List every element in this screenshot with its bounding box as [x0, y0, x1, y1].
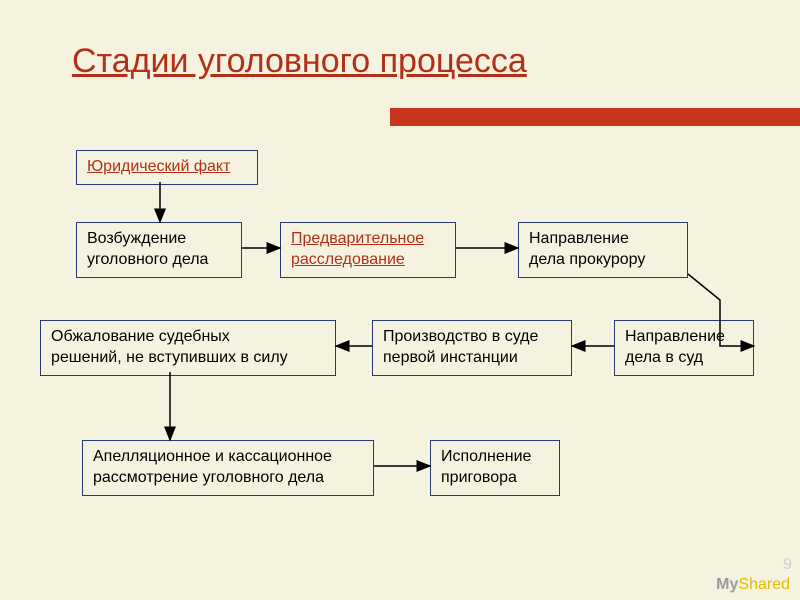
- appeal-not-line2: решений, не вступивших в силу: [51, 349, 288, 366]
- arrows-layer: [0, 0, 800, 600]
- watermark: MyShared 9: [716, 576, 790, 594]
- slide-title: Стадии уголовного процесса: [72, 42, 527, 81]
- appellate-line1: Апелляционное и кассационное: [93, 448, 332, 465]
- investigation-line2: расследование: [291, 251, 405, 268]
- legal-fact-label: Юридический факт: [87, 158, 230, 175]
- page-number: 9: [783, 556, 792, 574]
- watermark-my: My: [716, 576, 738, 593]
- first-instance-line2: первой инстанции: [383, 349, 518, 366]
- appeal-not-line1: Обжалование судебных: [51, 328, 230, 345]
- box-first-instance: Производство в суде первой инстанции: [372, 320, 572, 376]
- to-court-line1: Направление: [625, 328, 725, 345]
- box-investigation: Предварительное расследование: [280, 222, 456, 278]
- execution-line1: Исполнение: [441, 448, 531, 465]
- initiation-line2: уголовного дела: [87, 251, 208, 268]
- first-instance-line1: Производство в суде: [383, 328, 538, 345]
- box-legal-fact: Юридический факт: [76, 150, 258, 185]
- initiation-line1: Возбуждение: [87, 230, 186, 247]
- box-appeal-not-in-force: Обжалование судебных решений, не вступив…: [40, 320, 336, 376]
- box-to-court: Направление дела в суд: [614, 320, 754, 376]
- slide: Стадии уголовного процесса Юридический ф…: [0, 0, 800, 600]
- box-to-prosecutor: Направление дела прокурору: [518, 222, 688, 278]
- box-initiation: Возбуждение уголовного дела: [76, 222, 242, 278]
- appellate-line2: рассмотрение уголовного дела: [93, 469, 324, 486]
- execution-line2: приговора: [441, 469, 517, 486]
- watermark-shared: Shared: [738, 576, 790, 593]
- box-execution: Исполнение приговора: [430, 440, 560, 496]
- accent-bar: [390, 108, 800, 126]
- box-appellate-cassation: Апелляционное и кассационное рассмотрени…: [82, 440, 374, 496]
- to-prosecutor-line2: дела прокурору: [529, 251, 645, 268]
- to-court-line2: дела в суд: [625, 349, 703, 366]
- to-prosecutor-line1: Направление: [529, 230, 629, 247]
- investigation-line1: Предварительное: [291, 230, 424, 247]
